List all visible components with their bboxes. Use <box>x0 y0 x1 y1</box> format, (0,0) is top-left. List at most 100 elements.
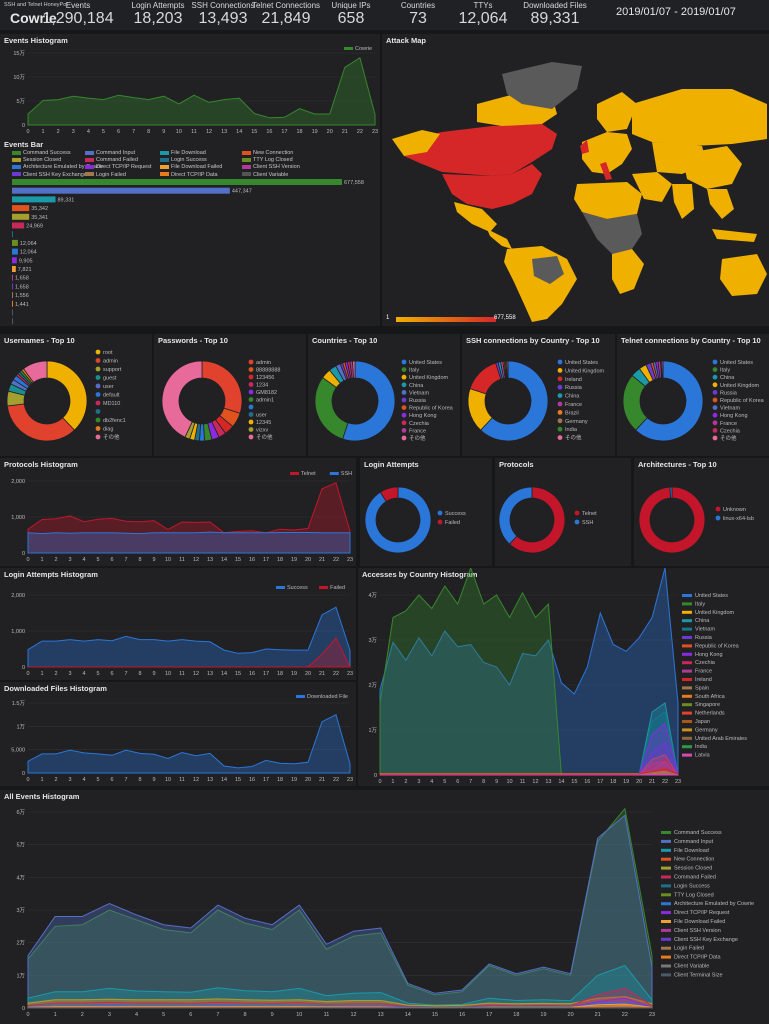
series-area-united-states[interactable] <box>379 568 679 776</box>
legend-item[interactable]: Login Success <box>160 157 207 163</box>
legend-swatch <box>12 164 21 169</box>
bar[interactable] <box>12 231 13 238</box>
legend-item[interactable]: Session Closed <box>12 157 61 163</box>
legend-item[interactable]: Command Failed <box>85 157 138 163</box>
donut-slice[interactable] <box>508 486 566 554</box>
architectures-donut[interactable]: Unknown linux-x64-lsb <box>634 458 769 566</box>
legend-swatch <box>682 694 692 698</box>
legend-item[interactable]: Client SSH Version <box>242 164 300 170</box>
legend-item[interactable]: Command Success <box>12 150 71 156</box>
series-area-failed[interactable] <box>28 637 351 668</box>
legend-label: 12345 <box>256 420 271 426</box>
bar[interactable] <box>12 257 17 264</box>
bar[interactable] <box>12 300 13 307</box>
protocols-donut[interactable]: Telnet SSH <box>495 458 631 566</box>
series-area-file-download[interactable] <box>27 964 653 1009</box>
legend-item[interactable]: Command Input <box>85 150 135 156</box>
donut-slice[interactable] <box>364 486 432 554</box>
x-tick-label: 0 <box>26 777 29 783</box>
bar[interactable] <box>12 213 30 220</box>
legend-dot <box>712 420 718 426</box>
legend-item[interactable]: Client SSH Key Exchange <box>12 172 87 178</box>
usernames-donut[interactable]: root admin support guest user default MD110 db2… <box>0 334 152 456</box>
legend-item[interactable]: Direct TCP/IP Data <box>160 172 218 178</box>
ssh-country-donut[interactable]: United States United Kingdom Ireland Russia… <box>462 334 615 456</box>
series-area-cowrie[interactable] <box>27 57 376 126</box>
bar[interactable] <box>12 318 13 325</box>
donut-slice[interactable] <box>46 360 88 431</box>
donut-slice[interactable] <box>6 403 75 442</box>
series-area-command-success[interactable] <box>27 807 653 1009</box>
legend-item[interactable]: New Connection <box>242 150 293 156</box>
donut-slice[interactable] <box>635 360 704 442</box>
bar[interactable] <box>12 196 56 203</box>
donut-slice[interactable] <box>22 360 48 383</box>
bar[interactable] <box>12 205 30 212</box>
donut-slice[interactable] <box>638 486 706 554</box>
x-tick-label: 21 <box>595 1012 601 1018</box>
date-range-picker[interactable]: 2019/01/07 - 2019/01/07 <box>616 6 736 18</box>
legend-label: Downloaded File <box>307 694 348 700</box>
bar[interactable] <box>12 179 342 185</box>
bar[interactable] <box>12 283 13 290</box>
legend-item[interactable]: Client Variable <box>242 172 288 178</box>
legend-swatch <box>682 678 692 681</box>
x-tick-label: 22 <box>622 1012 628 1018</box>
bar[interactable] <box>12 222 25 229</box>
series-area-success[interactable] <box>27 606 351 668</box>
donut-slice[interactable] <box>201 360 243 414</box>
world-map[interactable] <box>382 34 769 326</box>
legend-dot <box>248 427 254 432</box>
bar[interactable] <box>12 309 13 316</box>
donut-slice[interactable] <box>669 486 673 499</box>
donut-slice[interactable] <box>379 486 399 502</box>
donut-slice[interactable] <box>469 362 502 395</box>
series-area-downloaded-file[interactable] <box>27 713 351 774</box>
series-area-telnet[interactable] <box>27 482 351 554</box>
bar[interactable] <box>12 248 18 255</box>
events-bar-chart[interactable]: 677,558 447,347 89,331 35,342 35,341 24,969 12… <box>0 138 380 326</box>
donut-slice[interactable] <box>506 360 509 379</box>
legend-label: Russia <box>720 390 738 396</box>
donut-slice[interactable] <box>314 376 349 440</box>
legend-item[interactable]: Architecture Emulated by Cowrie <box>12 164 103 170</box>
bar[interactable] <box>12 187 230 194</box>
bar[interactable] <box>12 266 16 272</box>
donut-slice[interactable] <box>352 360 356 379</box>
donut-slice[interactable] <box>342 360 396 442</box>
legend-item[interactable]: TTY Log Closed <box>242 157 293 163</box>
donut-slice[interactable] <box>161 360 203 438</box>
legend-item[interactable]: Direct TCP/IP Request <box>85 164 151 170</box>
legend-item[interactable]: Login Failed <box>85 172 126 178</box>
legend-item[interactable]: File Download Failed <box>160 164 222 170</box>
series-area-latvia[interactable] <box>380 773 679 776</box>
login-attempts-donut[interactable]: Success Failed <box>360 458 492 566</box>
series-area-command-input[interactable] <box>27 814 653 1009</box>
stat-label: Telnet Connections <box>251 1 321 10</box>
legend-label: Cowrie <box>355 46 372 52</box>
donut-slice[interactable] <box>480 360 549 442</box>
legend-swatch <box>661 857 671 861</box>
series-area-file-download-failed[interactable] <box>27 1003 653 1009</box>
legend-label: その他 <box>720 434 737 442</box>
legend-label: United Kingdom <box>695 610 735 616</box>
bar[interactable] <box>12 274 13 281</box>
series-area-ssh[interactable] <box>27 531 351 554</box>
legend-item[interactable]: File Download <box>160 150 206 156</box>
x-tick-label: 17 <box>597 779 603 785</box>
bar[interactable] <box>12 292 13 299</box>
x-tick-label: 15 <box>571 779 577 785</box>
donut-slice[interactable] <box>661 360 664 379</box>
legend-label: Direct TCP/IP Request <box>96 164 152 171</box>
donut-slice[interactable] <box>498 486 533 545</box>
bar[interactable] <box>12 239 18 246</box>
